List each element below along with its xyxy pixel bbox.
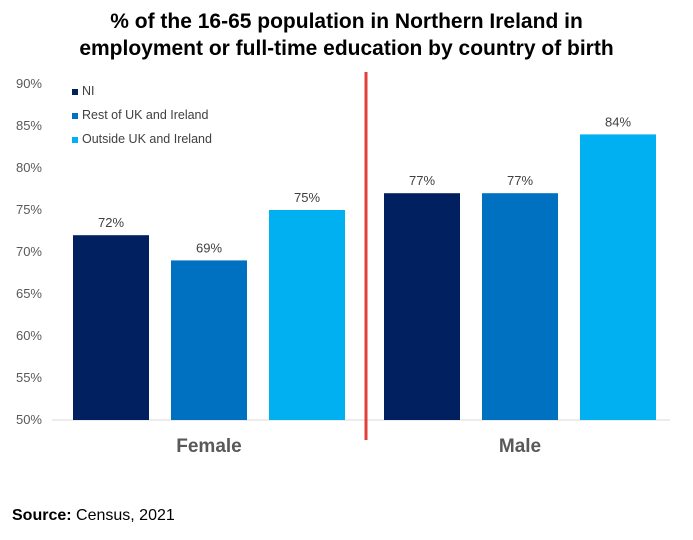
data-label: 77% [507, 173, 533, 188]
y-tick-label: 85% [16, 118, 42, 133]
chart-title: % of the 16-65 population in Northern Ir… [0, 8, 693, 62]
y-tick-label: 70% [16, 244, 42, 259]
x-category-label: Male [499, 436, 541, 457]
legend-label: Rest of UK and Ireland [82, 108, 209, 122]
y-tick-label: 75% [16, 202, 42, 217]
bar-female-1 [73, 235, 149, 420]
data-label: 72% [98, 215, 124, 230]
y-tick-label: 55% [16, 370, 42, 385]
y-tick-label: 90% [16, 76, 42, 91]
y-tick-label: 80% [16, 160, 42, 175]
bar-male-2 [482, 193, 558, 420]
data-label: 75% [294, 190, 320, 205]
legend-label: NI [82, 84, 95, 98]
source-label: Source: [12, 507, 72, 524]
data-label: 84% [605, 114, 631, 129]
bar-female-2 [171, 260, 247, 420]
legend-label: Outside UK and Ireland [82, 132, 212, 146]
data-label: 69% [196, 240, 222, 255]
chart-title-line-2: employment or full-time education by cou… [79, 37, 614, 60]
bar-male-3 [580, 134, 656, 420]
data-label: 77% [409, 173, 435, 188]
x-category-label: Female [176, 436, 241, 457]
y-tick-label: 60% [16, 328, 42, 343]
bar-chart: 50% 55% 60% 65% 70% 75% 80% 85% 90% 72% 69% 75% Fema… [16, 72, 670, 457]
y-tick-label: 65% [16, 286, 42, 301]
legend-swatch [72, 137, 78, 143]
legend-swatch [72, 89, 78, 95]
bar-female-3 [269, 210, 345, 420]
source-text: Census, 2021 [76, 507, 175, 524]
legend-swatch [72, 113, 78, 119]
chart-title-line-1: % of the 16-65 population in Northern Ir… [110, 10, 583, 33]
y-tick-label: 50% [16, 412, 42, 427]
source-note: Source: Census, 2021 [12, 507, 175, 525]
bar-male-1 [384, 193, 460, 420]
